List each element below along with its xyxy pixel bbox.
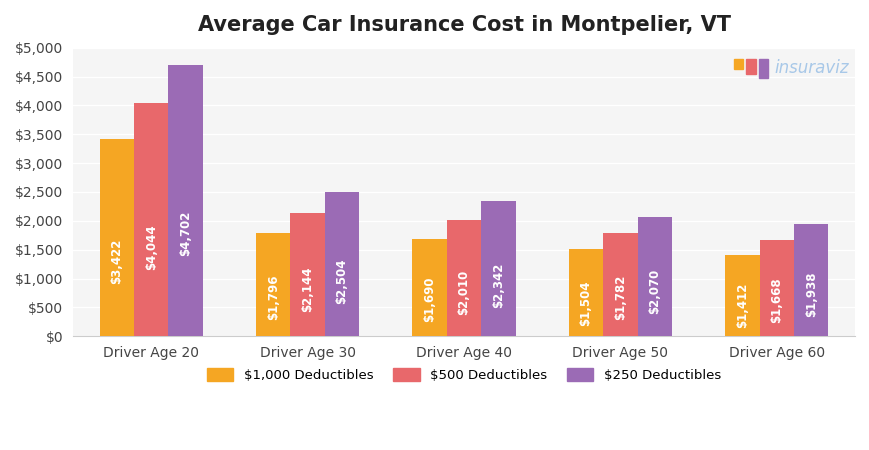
Text: $1,690: $1,690 bbox=[422, 276, 435, 322]
Text: $1,796: $1,796 bbox=[267, 274, 280, 320]
Bar bbox=[134, 103, 169, 336]
Text: $2,010: $2,010 bbox=[457, 270, 470, 315]
Bar bbox=[447, 220, 481, 336]
Bar bbox=[793, 225, 827, 336]
Text: $3,422: $3,422 bbox=[110, 238, 123, 284]
Text: $4,702: $4,702 bbox=[179, 211, 192, 256]
Bar bbox=[733, 59, 742, 69]
Text: $1,412: $1,412 bbox=[735, 283, 748, 328]
Text: $2,504: $2,504 bbox=[335, 259, 348, 304]
Text: insuraviz: insuraviz bbox=[774, 59, 848, 77]
Bar bbox=[412, 239, 447, 336]
Legend: $1,000 Deductibles, $500 Deductibles, $250 Deductibles: $1,000 Deductibles, $500 Deductibles, $2… bbox=[202, 363, 726, 387]
Bar bbox=[725, 255, 759, 336]
Bar bbox=[324, 192, 359, 336]
Bar bbox=[758, 59, 767, 78]
Bar bbox=[637, 217, 671, 336]
Text: $1,504: $1,504 bbox=[579, 280, 592, 326]
Title: Average Car Insurance Cost in Montpelier, VT: Average Car Insurance Cost in Montpelier… bbox=[197, 15, 730, 35]
Bar bbox=[169, 65, 202, 336]
Bar bbox=[481, 201, 515, 336]
Text: $2,342: $2,342 bbox=[491, 262, 504, 308]
Bar bbox=[759, 240, 793, 336]
Bar bbox=[568, 249, 602, 336]
Bar bbox=[746, 59, 755, 74]
Bar bbox=[602, 234, 637, 336]
Bar bbox=[100, 139, 134, 336]
Text: $1,938: $1,938 bbox=[804, 271, 817, 316]
Text: $2,070: $2,070 bbox=[647, 268, 660, 314]
Bar bbox=[255, 233, 290, 336]
Text: $2,144: $2,144 bbox=[301, 266, 314, 312]
Text: $4,044: $4,044 bbox=[144, 225, 157, 270]
Text: $1,668: $1,668 bbox=[769, 277, 782, 323]
Bar bbox=[290, 212, 324, 336]
Text: $1,782: $1,782 bbox=[614, 274, 627, 320]
